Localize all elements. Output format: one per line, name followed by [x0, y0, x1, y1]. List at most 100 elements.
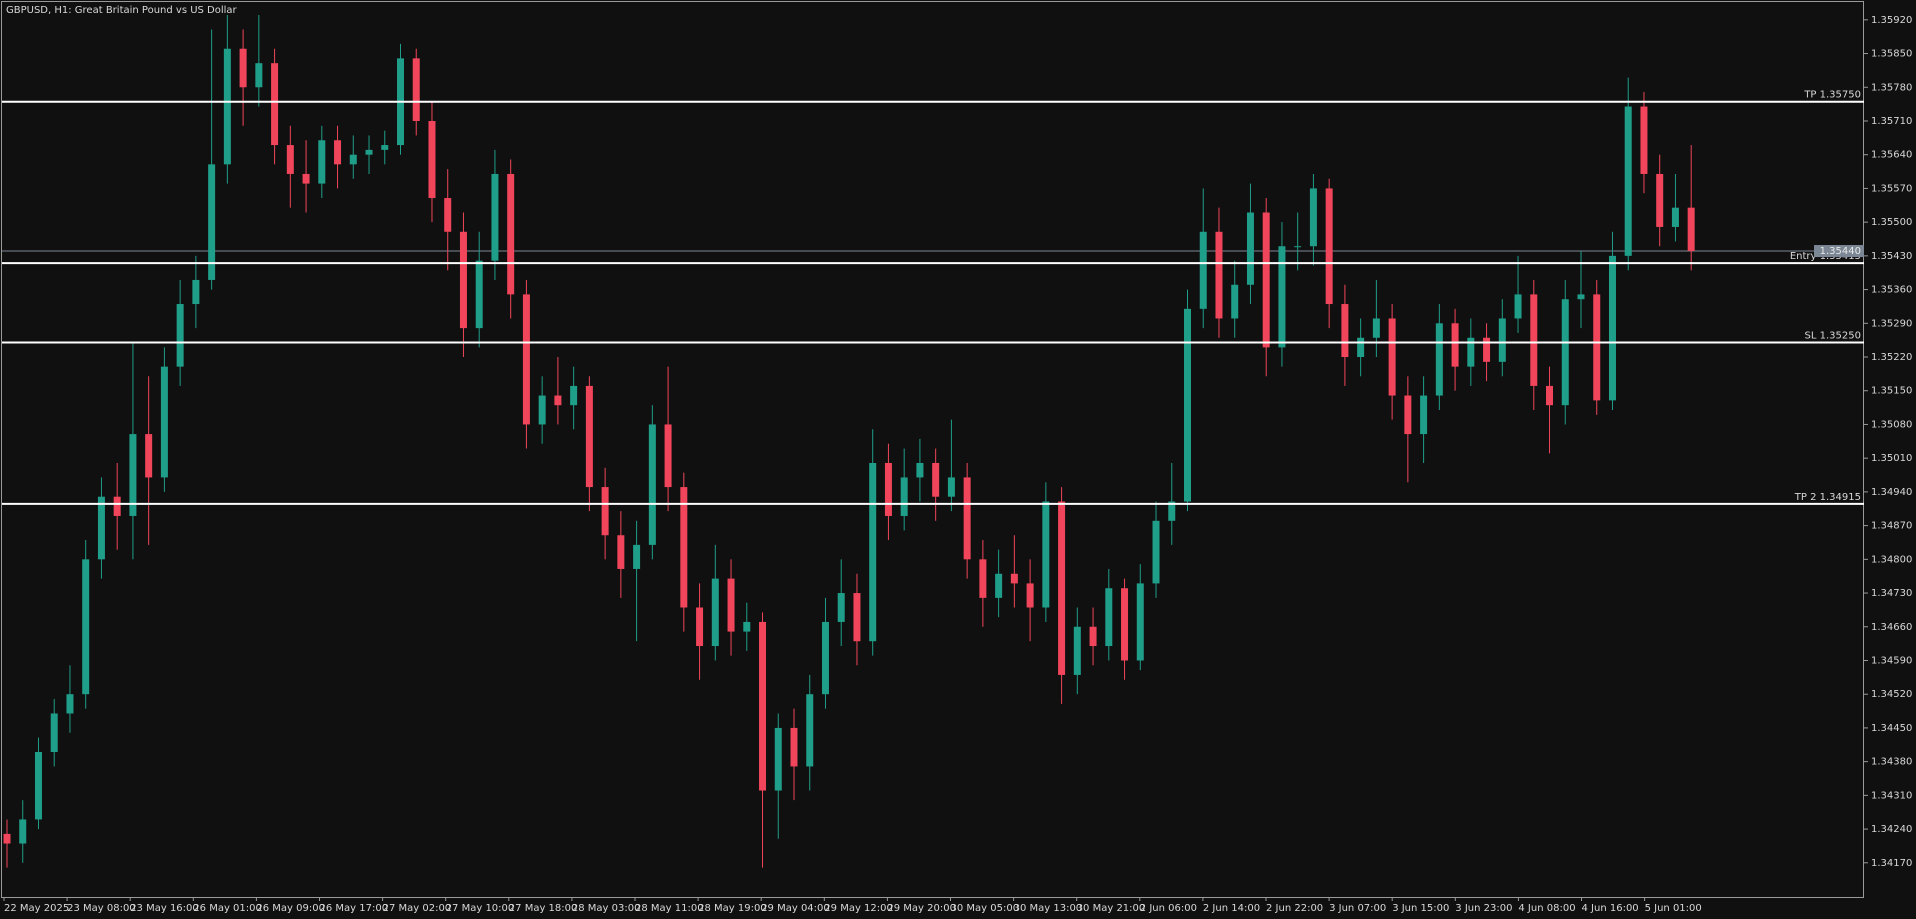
- candle-body: [1483, 337, 1491, 362]
- candle-body: [318, 140, 326, 184]
- current-price-label: 1.35440: [1820, 246, 1861, 257]
- candle-body: [349, 154, 357, 165]
- candle-body: [759, 621, 767, 791]
- candle-body: [302, 173, 310, 184]
- candle-body: [1341, 304, 1349, 358]
- candle-body: [1420, 395, 1428, 435]
- candle-body: [381, 145, 389, 150]
- candle-body: [365, 149, 373, 155]
- candle-body: [208, 164, 216, 280]
- x-tick-label: 4 Jun 16:00: [1582, 903, 1639, 914]
- level-label: TP 2 1.34915: [1794, 492, 1861, 503]
- candle-body: [1656, 173, 1664, 227]
- candle-body: [1388, 318, 1396, 396]
- candle-body: [711, 578, 719, 647]
- candle-body: [1357, 337, 1365, 358]
- candle-body: [570, 385, 578, 406]
- candle-body: [1278, 246, 1286, 348]
- candle-body: [837, 593, 845, 622]
- y-tick-label: 1.34170: [1871, 858, 1912, 869]
- candle-body: [869, 462, 877, 642]
- candle-body: [1671, 207, 1679, 227]
- candle-body: [145, 434, 153, 478]
- y-tick-label: 1.34730: [1871, 588, 1912, 599]
- y-tick-label: 1.35780: [1871, 82, 1912, 93]
- candle-body: [428, 120, 436, 199]
- y-tick-label: 1.34870: [1871, 521, 1912, 532]
- chart-title: GBPUSD, H1: Great Britain Pound vs US Do…: [6, 5, 238, 16]
- x-tick-label: 30 May 05:00: [951, 903, 1020, 914]
- candle-body: [1105, 588, 1113, 647]
- candle-body: [50, 713, 58, 753]
- candle-body: [979, 559, 987, 598]
- candle-body: [522, 294, 530, 425]
- candle-body: [696, 607, 704, 647]
- candle-body: [664, 424, 672, 488]
- y-tick-label: 1.34450: [1871, 723, 1912, 734]
- x-tick-label: 22 May 2025: [4, 903, 69, 914]
- candle-body: [585, 385, 593, 488]
- candle-body: [1309, 188, 1317, 247]
- candle-body: [617, 535, 625, 569]
- x-tick-label: 23 May 16:00: [130, 903, 199, 914]
- candle-body: [1262, 212, 1270, 348]
- candle-body: [1546, 385, 1554, 406]
- candle-body: [459, 231, 467, 329]
- candle-body: [1372, 318, 1380, 338]
- current-price-tag: [1814, 245, 1864, 258]
- candle-body: [790, 727, 798, 767]
- x-tick-label: 4 Jun 08:00: [1518, 903, 1575, 914]
- candle-body: [34, 752, 42, 820]
- candle-body: [1246, 212, 1254, 285]
- candle-body: [1294, 246, 1302, 248]
- x-tick-label: 2 Jun 06:00: [1140, 903, 1197, 914]
- candle-body: [1136, 583, 1144, 661]
- candle-body: [3, 833, 11, 844]
- candle-body: [1640, 106, 1648, 174]
- y-tick-label: 1.34520: [1871, 689, 1912, 700]
- candle-body: [774, 727, 782, 791]
- candle-body: [223, 48, 231, 165]
- y-tick-label: 1.35290: [1871, 318, 1912, 329]
- candle-body: [334, 140, 342, 165]
- candle-body: [286, 145, 294, 174]
- y-tick-label: 1.35150: [1871, 386, 1912, 397]
- candle-body: [1561, 299, 1569, 406]
- candle-body: [113, 496, 121, 516]
- y-tick-label: 1.35850: [1871, 49, 1912, 60]
- candle-body: [1184, 308, 1191, 502]
- candle-body: [1010, 573, 1018, 584]
- y-tick-label: 1.34940: [1871, 487, 1912, 498]
- x-tick-label: 28 May 03:00: [572, 903, 641, 914]
- candle-body: [1514, 294, 1522, 319]
- candle-body: [491, 173, 499, 261]
- candle-body: [82, 559, 90, 695]
- candle-body: [1451, 323, 1459, 367]
- candle-body: [821, 621, 829, 695]
- plot-frame: [1, 1, 1864, 898]
- candle-body: [1498, 318, 1506, 362]
- candle-body: [633, 544, 641, 569]
- y-tick-label: 1.35360: [1871, 285, 1912, 296]
- y-tick-label: 1.34590: [1871, 655, 1912, 666]
- x-tick-label: 5 Jun 01:00: [1645, 903, 1702, 914]
- candle-body: [900, 477, 908, 516]
- x-tick-label: 29 May 20:00: [887, 903, 956, 914]
- candle-body: [1593, 294, 1601, 401]
- candle-body: [1435, 323, 1443, 396]
- x-tick-label: 29 May 04:00: [761, 903, 830, 914]
- candle-body: [995, 573, 1003, 598]
- candle-body: [1121, 588, 1129, 661]
- candle-body: [853, 593, 861, 642]
- candle-body: [1152, 520, 1160, 584]
- y-tick-label: 1.35710: [1871, 116, 1912, 127]
- x-tick-label: 26 May 01:00: [193, 903, 262, 914]
- x-tick-label: 27 May 10:00: [446, 903, 515, 914]
- candle-body: [963, 477, 971, 560]
- y-tick-label: 1.35220: [1871, 352, 1912, 363]
- candle-body: [19, 819, 27, 844]
- y-tick-label: 1.35920: [1871, 15, 1912, 26]
- y-tick-label: 1.35500: [1871, 217, 1912, 228]
